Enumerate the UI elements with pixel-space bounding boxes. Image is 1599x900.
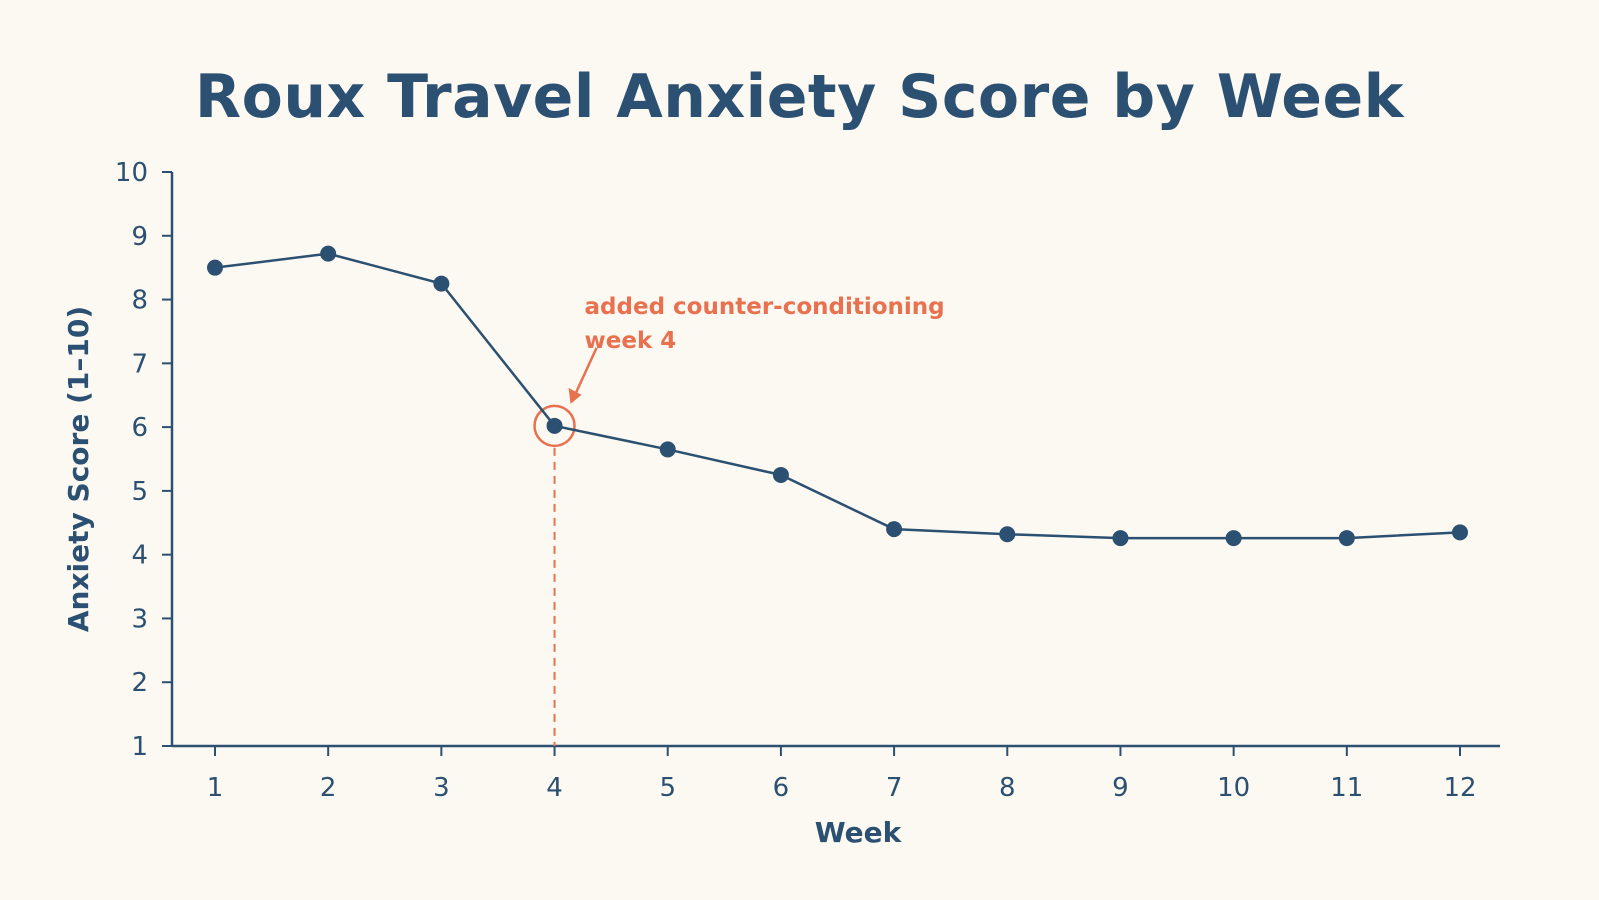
x-tick-label: 7	[886, 773, 903, 803]
y-tick-label: 9	[131, 222, 148, 252]
data-point	[886, 521, 903, 538]
x-tick-label: 2	[320, 773, 337, 803]
x-tick-label: 11	[1330, 773, 1363, 803]
y-tick-label: 7	[131, 349, 148, 379]
x-tick-label: 8	[999, 773, 1016, 803]
data-point	[659, 441, 676, 458]
annotation-text-line: week 4	[585, 328, 677, 354]
x-axis-title: Week	[815, 816, 903, 849]
y-tick-label: 8	[131, 286, 148, 316]
annotation-highlight-circle	[533, 404, 576, 448]
x-tick-label: 12	[1443, 773, 1476, 803]
annotation-text-line: added counter-conditioning	[585, 294, 945, 320]
y-tick-label: 2	[131, 668, 148, 698]
x-tick-label: 6	[773, 773, 790, 803]
data-point	[320, 245, 337, 262]
y-tick-label: 4	[131, 541, 148, 571]
x-tick-label: 10	[1217, 773, 1250, 803]
annotation-layer: added counter-conditioning week 4	[533, 294, 945, 746]
x-tick-label: 1	[207, 773, 224, 803]
x-tick-label: 9	[1112, 773, 1129, 803]
x-tick-label: 5	[659, 773, 676, 803]
data-point	[1112, 530, 1129, 547]
y-tick-label: 1	[131, 732, 148, 762]
data-point	[207, 259, 223, 276]
data-point	[999, 526, 1016, 543]
x-tick-label: 4	[546, 773, 563, 803]
data-point	[1452, 524, 1468, 541]
x-tick-label: 3	[433, 773, 450, 803]
y-tick-label: 10	[115, 158, 148, 188]
y-tick-label: 6	[131, 413, 148, 443]
data-point	[1225, 530, 1242, 547]
data-point	[433, 275, 450, 292]
annotation-arrow-shaft	[573, 347, 598, 397]
series-line	[214, 252, 1461, 540]
data-point	[546, 417, 563, 434]
data-point	[1338, 530, 1355, 547]
y-tick-label: 5	[131, 477, 148, 507]
chart-title: Roux Travel Anxiety Score by Week	[194, 62, 1405, 132]
data-point	[772, 466, 789, 483]
series-layer	[207, 245, 1468, 547]
y-tick-label: 3	[131, 604, 148, 634]
y-axis-title: Anxiety Score (1–10)	[62, 306, 95, 632]
annotation-arrowhead	[568, 387, 582, 404]
